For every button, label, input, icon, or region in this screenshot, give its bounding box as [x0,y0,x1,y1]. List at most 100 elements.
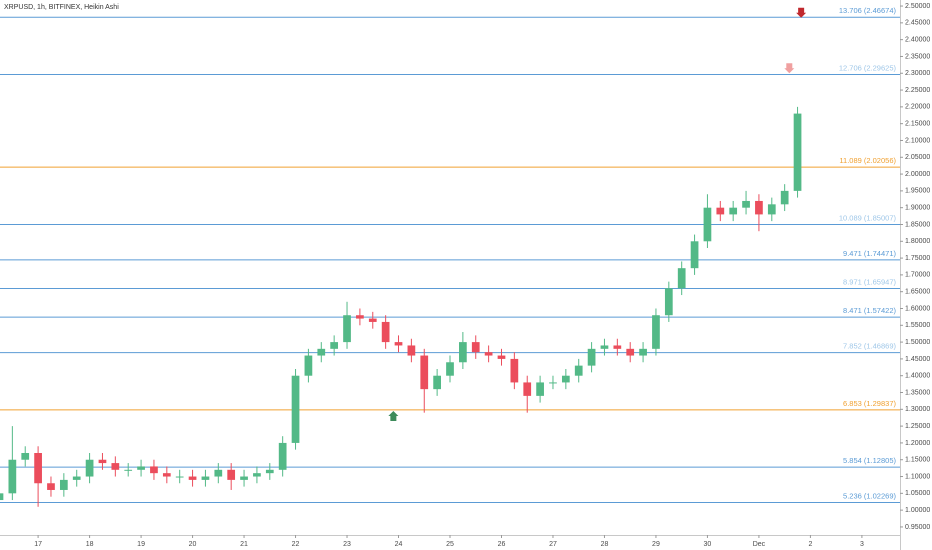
fib-level-label: 8.971 (1.65947) [843,277,896,286]
y-tick-label: 1.80000 [905,238,930,245]
candle-body [626,348,635,356]
candle-body [394,342,403,346]
x-tick-label: 17 [34,541,42,548]
fib-level-label: 5.854 (1.12805) [843,456,896,465]
x-tick-label: 29 [652,541,660,548]
arrow-marker [388,411,399,422]
candle-body [664,288,673,316]
candle-body [0,493,4,501]
y-tick-label: 1.40000 [905,373,930,380]
x-tick-label: 2 [808,541,812,548]
x-tick-label: 30 [704,541,712,548]
y-tick-label: 1.10000 [905,473,930,480]
candle-body [214,469,223,477]
y-tick-label: 2.45000 [905,20,930,27]
y-tick-label: 1.50000 [905,339,930,346]
candle-body [497,355,506,359]
x-tick-label: 18 [86,541,94,548]
candle-body [47,483,55,490]
x-tick-label: 19 [137,541,145,548]
y-tick-label: 1.05000 [905,490,930,497]
y-tick-label: 1.25000 [905,423,930,430]
candle-body [549,382,557,384]
y-tick-label: 2.00000 [905,171,930,178]
candle-body [343,315,351,343]
x-tick-label: 3 [860,541,864,548]
candle-body [484,352,493,356]
x-tick-label: 21 [240,541,248,548]
candle-body [716,207,725,215]
x-tick-label: 25 [446,541,454,548]
x-tick-label: 24 [395,541,403,548]
x-tick-label: 20 [189,541,197,548]
candle-body [523,382,532,396]
y-tick-label: 1.85000 [905,221,930,228]
candle-body [162,473,171,477]
candle-body [780,190,789,205]
y-tick-label: 1.30000 [905,406,930,413]
candle-body [446,362,454,376]
candle-body [240,476,248,480]
y-tick-label: 1.65000 [905,289,930,296]
x-tick-label: Dec [753,541,766,548]
y-tick-label: 2.30000 [905,70,930,77]
candle-body [175,476,184,478]
candle-body [85,459,94,477]
x-tick-label: 26 [498,541,506,548]
y-tick-label: 1.90000 [905,205,930,212]
candle-body [587,348,596,366]
fib-level-label: 8.471 (1.57422) [843,306,896,315]
candle-body [72,476,81,480]
y-tick-label: 1.70000 [905,272,930,279]
candle-body [330,342,339,349]
x-tick-label: 23 [343,541,351,548]
candle-body [703,207,712,242]
fib-level-label: 12.706 (2.29625) [839,64,897,73]
candle-body [536,382,544,396]
y-tick-label: 2.35000 [905,53,930,60]
candle-body [111,463,120,470]
fib-level-label: 9.471 (1.74471) [843,249,896,258]
candle-body [755,200,763,215]
fib-level-label: 10.089 (1.85007) [839,213,897,222]
y-tick-label: 1.00000 [905,507,930,514]
candle-body [742,200,750,208]
candle-body [8,459,17,494]
candle-body [433,375,441,390]
candle-body [613,345,622,349]
candle-body [227,469,236,480]
y-tick-label: 2.15000 [905,121,930,128]
fib-level-label: 5.236 (1.02269) [843,491,896,500]
candle-body [137,466,145,470]
y-tick-label: 1.35000 [905,389,930,396]
x-tick-label: 22 [292,541,300,548]
candle-body [510,358,519,383]
candle-body [34,453,42,484]
candle-body [407,345,416,356]
candle-body [574,365,583,376]
y-tick-label: 1.20000 [905,440,930,447]
candle-body [150,466,158,474]
candle-body [767,204,776,215]
fib-level-label: 13.706 (2.46674) [839,6,897,15]
candle-body [265,469,274,474]
arrow-marker [784,63,795,74]
fib-level-label: 6.853 (1.29837) [843,399,896,408]
candle-body [459,342,467,363]
y-tick-label: 1.60000 [905,305,930,312]
candle-body [729,207,738,215]
fib-level-label: 7.852 (1.46869) [843,342,896,351]
y-tick-label: 2.20000 [905,104,930,111]
candle-body [420,355,429,390]
y-tick-label: 1.45000 [905,356,930,363]
candle-body [677,268,686,289]
candle-body [201,476,210,480]
candle-body [471,342,480,353]
y-tick-label: 1.15000 [905,457,930,464]
x-tick-label: 27 [549,541,557,548]
candle-body [59,479,68,490]
candle-body [317,348,326,356]
y-tick-label: 0.95000 [905,524,930,531]
